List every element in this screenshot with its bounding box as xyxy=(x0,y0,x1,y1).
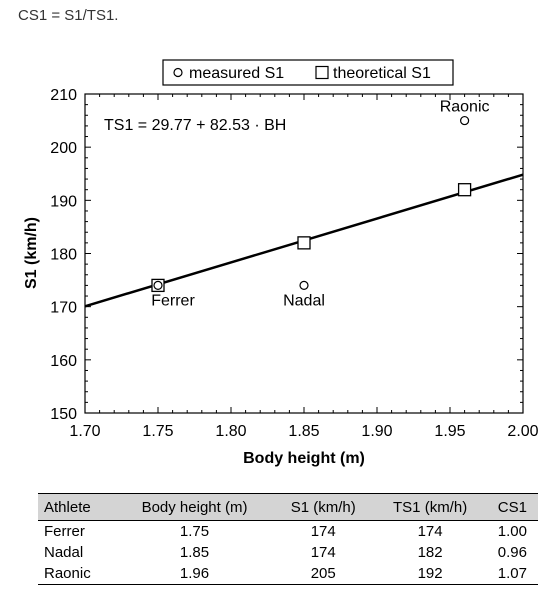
cell-cs1: 1.00 xyxy=(497,523,527,540)
cell-ts1: 192 xyxy=(373,563,487,585)
point-label: Ferrer xyxy=(151,292,195,309)
y-tick-label: 180 xyxy=(50,247,77,264)
y-tick-label: 170 xyxy=(50,300,77,317)
header-ts1: TS1 (km/h) xyxy=(373,493,487,521)
header-s1: S1 (km/h) xyxy=(272,493,374,521)
y-axis-label: S1 (km/h) xyxy=(23,217,40,289)
legend-marker-square xyxy=(315,65,329,80)
x-ticks: 1.70 1.75 1.80 1.85 1.90 1.95 2.00 xyxy=(69,94,539,440)
legend-entry-measured: measured S1 xyxy=(189,65,284,82)
x-tick-label: 1.95 xyxy=(434,423,465,440)
measured-point xyxy=(460,115,470,126)
theoretical-point xyxy=(457,183,472,197)
table-row: Raonic 1.96 205 192 1.07 xyxy=(38,563,538,585)
cell-body-height: 1.75 xyxy=(179,523,210,540)
y-tick-label: 190 xyxy=(50,193,77,210)
y-tick-label: 210 xyxy=(50,87,77,104)
x-tick-label: 2.00 xyxy=(507,423,538,440)
cell-ts1: 174 xyxy=(417,523,443,540)
y-tick-label: 150 xyxy=(50,406,77,423)
equation-annotation: TS1 = 29.77 + 82.53 · BH xyxy=(104,117,286,134)
header-cs1: CS1 xyxy=(486,493,538,521)
legend-marker-circle xyxy=(173,67,183,78)
header-body-height: Body height (m) xyxy=(116,493,273,521)
y-tick-label: 160 xyxy=(50,353,77,370)
cell-cs1: 1.07 xyxy=(486,563,538,585)
cell-s1: 174 xyxy=(310,523,336,540)
table-row: Nadal 1.85 174 182 0.96 xyxy=(38,542,538,563)
scatter-chart: measured S1 theoretical S1 1.70 1.75 1.80 1… xyxy=(23,59,539,467)
measured-point xyxy=(299,280,309,290)
header-athlete: Athlete xyxy=(38,493,117,521)
point-label: Raonic xyxy=(440,99,490,116)
measured-point xyxy=(153,280,163,290)
cell-athlete: Raonic xyxy=(38,563,117,585)
cell-body-height: 1.85 xyxy=(179,544,210,561)
plot-area xyxy=(84,93,524,414)
caption: CS1 = S1/TS1. xyxy=(18,7,119,24)
cell-athlete: Ferrer xyxy=(44,523,85,540)
cell-body-height: 1.96 xyxy=(116,563,273,585)
table-header-row: Athlete Body height (m) S1 (km/h) TS1 (k… xyxy=(38,493,538,521)
cell-s1: 205 xyxy=(272,563,374,585)
point-label: Nadal xyxy=(283,292,325,309)
x-tick-label: 1.80 xyxy=(215,423,246,440)
data-points: Ferrer Nadal Raonic xyxy=(151,99,489,310)
theoretical-point xyxy=(297,236,311,250)
results-table: Athlete Body height (m) S1 (km/h) TS1 (k… xyxy=(38,493,538,585)
x-tick-label: 1.75 xyxy=(142,423,173,440)
x-tick-label: 1.90 xyxy=(361,423,392,440)
x-tick-label: 1.85 xyxy=(288,423,319,440)
table-row: Ferrer 1.75 174 174 1.00 xyxy=(38,521,538,543)
cell-ts1: 182 xyxy=(417,544,443,561)
y-tick-label: 200 xyxy=(50,140,77,157)
legend-entry-theoretical: theoretical S1 xyxy=(333,65,431,82)
y-ticks: 150 160 170 180 190 200 210 xyxy=(50,87,523,423)
cell-athlete: Nadal xyxy=(44,544,84,561)
cell-s1: 174 xyxy=(310,544,336,561)
legend: measured S1 theoretical S1 xyxy=(162,59,454,86)
x-tick-label: 1.70 xyxy=(69,423,100,440)
cell-cs1: 0.96 xyxy=(497,544,527,561)
x-axis-label: Body height (m) xyxy=(243,450,365,467)
